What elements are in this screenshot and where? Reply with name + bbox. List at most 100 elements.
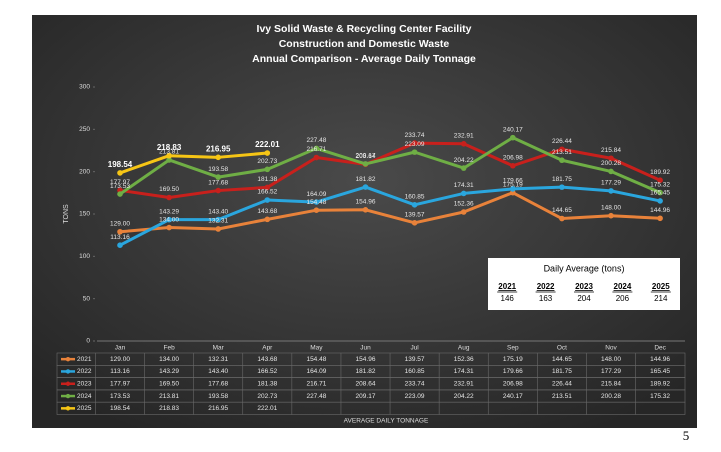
data-point: [608, 168, 614, 175]
data-label: 144.96: [650, 207, 670, 214]
data-label: 177.29: [601, 180, 621, 187]
data-label: 181.38: [257, 176, 277, 183]
data-label: 174.31: [454, 182, 474, 189]
table-cell: 164.09: [306, 368, 326, 375]
inset-box: [488, 258, 680, 310]
data-label: 216.71: [306, 146, 326, 153]
data-label: 204.22: [454, 157, 474, 164]
data-label: 206.98: [503, 154, 523, 161]
table-cell: 143.40: [208, 368, 228, 375]
data-label: 143.29: [159, 208, 179, 215]
table-cell: 213.51: [552, 393, 572, 400]
data-point: [362, 184, 369, 190]
x-tick-label: Jul: [410, 345, 419, 352]
data-point: [264, 197, 271, 203]
y-tick-label: 0: [86, 338, 90, 345]
data-point: [264, 150, 271, 156]
data-label: 223.09: [405, 141, 425, 148]
data-point: [510, 186, 516, 192]
table-cell: 143.29: [159, 368, 179, 375]
table-cell: 132.31: [208, 356, 228, 363]
data-label: 227.48: [306, 137, 326, 144]
data-point: [411, 140, 418, 146]
table-cell: 226.44: [552, 380, 572, 387]
data-point: [117, 191, 123, 197]
data-label: 175.19: [503, 181, 523, 188]
inset-title: Daily Average (tons): [544, 263, 625, 273]
data-label: 132.31: [208, 218, 228, 225]
data-point: [215, 226, 221, 232]
data-point: [264, 216, 271, 223]
table-cell: 148.00: [601, 356, 621, 363]
data-label: 113.16: [110, 234, 130, 241]
chart-background: [32, 15, 697, 428]
inset-value: 206: [616, 294, 630, 303]
data-point: [559, 157, 565, 164]
table-cell: 181.82: [356, 368, 376, 375]
data-point: [215, 216, 221, 223]
legend-key-marker: [65, 406, 71, 411]
legend-label: 2024: [77, 393, 92, 400]
table-cell: 206.98: [503, 380, 523, 387]
data-point: [411, 149, 418, 155]
x-tick-label: Dec: [654, 345, 666, 352]
data-point: [657, 198, 663, 204]
legend-label: 2022: [77, 368, 92, 375]
data-point: [608, 155, 614, 162]
table-cell: 139.57: [405, 356, 425, 363]
data-label: 216.95: [206, 144, 231, 153]
table-cell: 177.97: [110, 380, 130, 387]
data-point: [215, 187, 221, 194]
data-point: [117, 170, 123, 176]
x-tick-label: Mar: [213, 345, 225, 352]
inset-year: 2022: [537, 282, 555, 291]
table-cell: 165.45: [650, 368, 670, 375]
y-tick-label: 200: [79, 168, 90, 175]
data-point: [362, 207, 369, 213]
legend-key-marker: [65, 356, 71, 362]
x-tick-label: Apr: [262, 345, 273, 352]
table-cell: 216.71: [306, 380, 326, 387]
table-cell: 189.92: [650, 380, 670, 387]
data-label: 177.97: [110, 179, 130, 186]
data-label: 198.54: [108, 160, 133, 169]
data-point: [166, 194, 172, 201]
data-label: 213.51: [552, 149, 572, 156]
table-cell: 177.68: [208, 380, 228, 387]
data-point: [460, 141, 467, 147]
legend-label: 2021: [77, 356, 92, 363]
data-label: 143.40: [208, 208, 228, 215]
data-label: 232.91: [454, 133, 474, 140]
x-tick-label: Feb: [163, 345, 175, 352]
legend-label: 2025: [77, 405, 92, 412]
data-point: [460, 209, 467, 215]
inset-value: 163: [539, 294, 553, 303]
inset-year: 2025: [652, 282, 670, 291]
data-label: 154.96: [356, 199, 376, 206]
data-point: [166, 216, 172, 223]
data-label: 189.92: [650, 169, 670, 176]
data-point: [215, 154, 221, 161]
data-label: 226.44: [552, 138, 572, 145]
data-label: 200.28: [601, 160, 621, 167]
x-tick-label: Jun: [360, 345, 371, 352]
y-tick-label: 300: [79, 84, 90, 91]
data-label: 143.68: [257, 208, 277, 215]
inset-year: 2024: [614, 282, 632, 291]
table-cell: 143.68: [257, 356, 277, 363]
data-point: [657, 189, 663, 196]
data-label: 215.84: [601, 147, 621, 154]
data-label: 240.17: [503, 126, 523, 133]
data-label: 139.57: [405, 212, 425, 219]
table-cell: 232.91: [454, 380, 474, 387]
data-label: 129.00: [110, 220, 130, 227]
table-row-border: [56, 401, 686, 415]
y-axis-label: TONS: [63, 204, 70, 224]
data-point: [657, 177, 663, 184]
data-point: [117, 242, 123, 248]
x-tick-label: Sep: [507, 345, 519, 352]
table-cell: 209.17: [356, 393, 376, 400]
chart-title: Construction and Domestic Waste: [279, 38, 450, 50]
data-point: [313, 145, 320, 152]
data-label: 160.85: [405, 194, 425, 201]
